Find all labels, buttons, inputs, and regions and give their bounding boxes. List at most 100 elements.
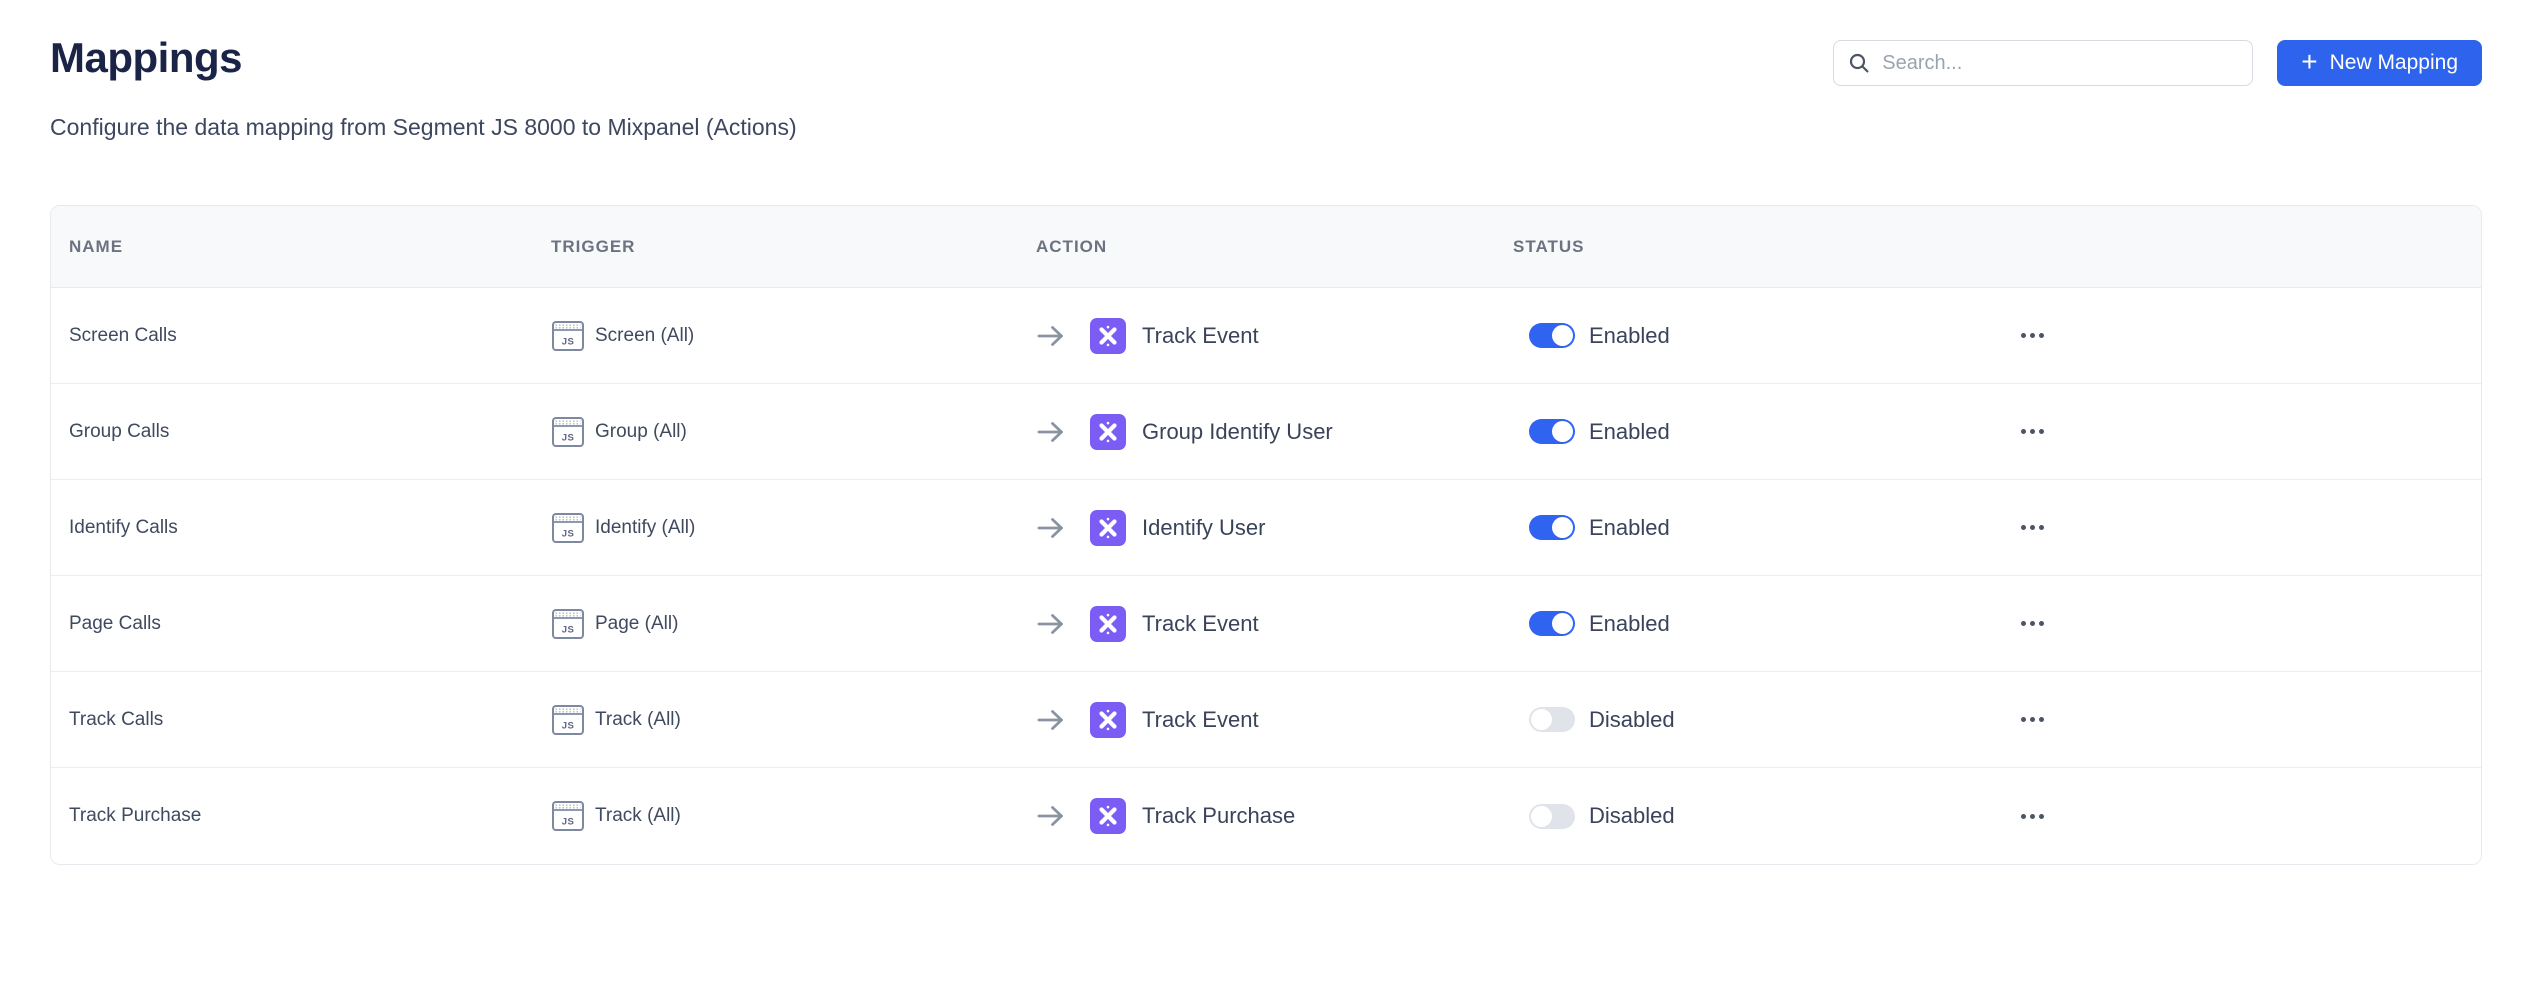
column-header-name: NAME bbox=[69, 236, 124, 256]
status-toggle[interactable] bbox=[1529, 515, 1575, 540]
js-source-icon: JS bbox=[551, 415, 585, 449]
status-label: Disabled bbox=[1589, 706, 1675, 732]
menu-cell bbox=[1971, 517, 2481, 538]
status-label: Enabled bbox=[1589, 610, 1670, 636]
trigger-label: Screen (All) bbox=[595, 324, 695, 346]
action-cell: Track Purchase bbox=[1036, 798, 1513, 834]
mapping-name: Page Calls bbox=[69, 612, 161, 634]
js-source-icon: JS bbox=[551, 607, 585, 641]
mappings-table: NAME TRIGGER ACTION STATUS Screen Calls … bbox=[50, 205, 2482, 865]
js-source-icon: JS bbox=[551, 511, 585, 545]
arrow-right-icon bbox=[1036, 707, 1066, 733]
trigger-cell: JS Track (All) bbox=[551, 799, 1036, 833]
table-row: Track Purchase JS Track (All) bbox=[51, 768, 2481, 864]
status-toggle[interactable] bbox=[1529, 803, 1575, 829]
status-toggle[interactable] bbox=[1529, 419, 1575, 444]
status-toggle[interactable] bbox=[1529, 323, 1575, 348]
menu-cell bbox=[1971, 325, 2481, 346]
mapping-name: Track Purchase bbox=[69, 805, 202, 826]
action-cell: Identify User bbox=[1036, 509, 1513, 546]
more-options-button[interactable] bbox=[2015, 806, 2050, 827]
svg-text:JS: JS bbox=[562, 817, 575, 828]
more-options-button[interactable] bbox=[2015, 421, 2050, 442]
mixpanel-icon bbox=[1090, 413, 1126, 450]
action-cell: Track Event bbox=[1036, 605, 1513, 642]
mapping-name: Group Calls bbox=[69, 420, 170, 442]
search-box bbox=[1833, 40, 2254, 86]
menu-cell bbox=[1971, 709, 2481, 730]
menu-cell bbox=[1971, 806, 2481, 827]
status-cell: Enabled bbox=[1513, 611, 1971, 637]
arrow-right-icon bbox=[1036, 611, 1066, 637]
menu-cell bbox=[1971, 613, 2481, 634]
arrow-right-icon bbox=[1036, 323, 1066, 349]
status-cell: Enabled bbox=[1513, 515, 1971, 541]
status-label: Enabled bbox=[1589, 514, 1670, 540]
mapping-name: Identify Calls bbox=[69, 516, 178, 538]
trigger-cell: JS Identify (All) bbox=[551, 511, 1036, 545]
table-row: Page Calls JS Page (All) bbox=[51, 576, 2481, 672]
mixpanel-icon bbox=[1090, 798, 1126, 834]
more-options-button[interactable] bbox=[2015, 709, 2050, 730]
trigger-label: Group (All) bbox=[595, 420, 687, 442]
action-cell: Track Event bbox=[1036, 701, 1513, 738]
table-row: Track Calls JS Track (All) bbox=[51, 672, 2481, 768]
menu-cell bbox=[1971, 421, 2481, 442]
trigger-label: Identify (All) bbox=[595, 516, 696, 538]
status-cell: Disabled bbox=[1513, 707, 1971, 733]
toggle-knob bbox=[1531, 709, 1552, 730]
column-header-status: STATUS bbox=[1513, 236, 1585, 256]
js-source-icon: JS bbox=[551, 703, 585, 737]
toggle-knob bbox=[1552, 517, 1573, 538]
mixpanel-icon bbox=[1090, 317, 1126, 354]
action-label: Track Event bbox=[1142, 322, 1259, 348]
arrow-right-icon bbox=[1036, 803, 1066, 829]
toggle-knob bbox=[1531, 805, 1552, 827]
action-cell: Group Identify User bbox=[1036, 413, 1513, 450]
mixpanel-icon bbox=[1090, 605, 1126, 642]
action-label: Group Identify User bbox=[1142, 418, 1333, 444]
status-toggle[interactable] bbox=[1529, 707, 1575, 732]
arrow-right-icon bbox=[1036, 419, 1066, 445]
more-options-button[interactable] bbox=[2015, 613, 2050, 634]
svg-text:JS: JS bbox=[562, 528, 575, 539]
status-toggle[interactable] bbox=[1529, 611, 1575, 636]
status-label: Enabled bbox=[1589, 418, 1670, 444]
mapping-name: Screen Calls bbox=[69, 324, 177, 346]
column-header-trigger: TRIGGER bbox=[551, 236, 636, 256]
trigger-cell: JS Screen (All) bbox=[551, 319, 1036, 353]
search-input[interactable] bbox=[1833, 40, 2254, 86]
action-label: Identify User bbox=[1142, 514, 1266, 540]
more-options-button[interactable] bbox=[2015, 325, 2050, 346]
toggle-knob bbox=[1552, 421, 1573, 442]
trigger-cell: JS Track (All) bbox=[551, 703, 1036, 737]
trigger-label: Track (All) bbox=[595, 708, 681, 730]
toggle-knob bbox=[1552, 613, 1573, 634]
table-header: NAME TRIGGER ACTION STATUS bbox=[51, 206, 2481, 288]
table-row: Identify Calls JS Identify (All) bbox=[51, 480, 2481, 576]
new-mapping-label: New Mapping bbox=[2329, 51, 2458, 74]
trigger-label: Page (All) bbox=[595, 612, 679, 634]
more-options-button[interactable] bbox=[2015, 517, 2050, 538]
action-label: Track Event bbox=[1142, 610, 1259, 636]
new-mapping-button[interactable]: + New Mapping bbox=[2277, 40, 2482, 86]
js-source-icon: JS bbox=[551, 319, 585, 353]
action-label: Track Purchase bbox=[1142, 803, 1296, 828]
svg-text:JS: JS bbox=[562, 432, 575, 443]
table-body: Screen Calls JS Screen (All) bbox=[51, 288, 2481, 864]
column-header-action: ACTION bbox=[1036, 236, 1108, 256]
mixpanel-icon bbox=[1090, 509, 1126, 546]
status-label: Disabled bbox=[1589, 803, 1675, 828]
svg-text:JS: JS bbox=[562, 624, 575, 635]
trigger-cell: JS Page (All) bbox=[551, 607, 1036, 641]
toggle-knob bbox=[1552, 325, 1573, 346]
table-row: Screen Calls JS Screen (All) bbox=[51, 288, 2481, 384]
status-label: Enabled bbox=[1589, 322, 1670, 348]
status-cell: Enabled bbox=[1513, 419, 1971, 445]
action-label: Track Event bbox=[1142, 706, 1259, 732]
status-cell: Enabled bbox=[1513, 323, 1971, 349]
trigger-label: Track (All) bbox=[595, 805, 681, 826]
mixpanel-icon bbox=[1090, 701, 1126, 738]
toolbar: + New Mapping bbox=[1833, 40, 2482, 86]
page-title: Mappings bbox=[50, 34, 243, 81]
